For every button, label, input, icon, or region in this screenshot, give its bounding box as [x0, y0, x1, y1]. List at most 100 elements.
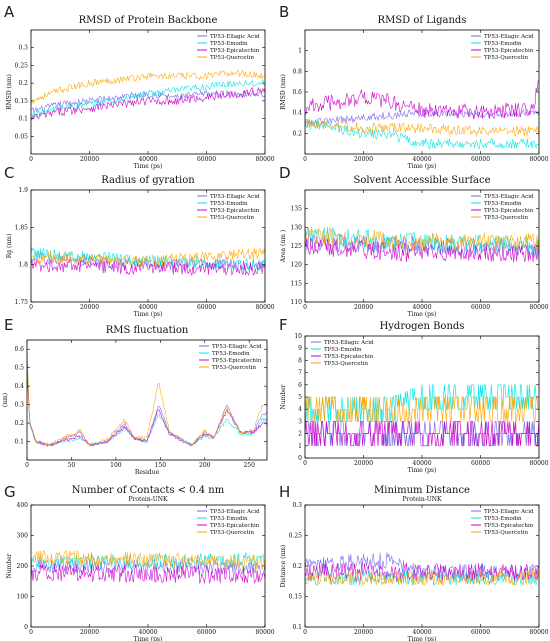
x-tick-label: 20000	[354, 460, 373, 467]
chart-subtitle: Protein-UNK	[402, 496, 442, 503]
legend-label: TP53-Epicatechin	[484, 523, 534, 529]
x-tick-label: 80000	[529, 629, 548, 636]
y-tick-label: 130	[291, 224, 303, 231]
y-tick-label: 0.05	[15, 133, 29, 140]
series-line-tp-epicatechin	[305, 237, 539, 263]
plot-frame	[26, 339, 268, 461]
x-tick-label: 100	[110, 462, 122, 469]
x-tick-label: 40000	[138, 629, 157, 636]
x-axis-label: Time (ps)	[408, 311, 437, 318]
series-line-tp-quercetin	[305, 226, 539, 252]
series-line-tp-ellagic-acid	[305, 108, 539, 127]
x-tick-label: 0	[303, 460, 307, 467]
legend-label: TP53-Ellagic Acid	[324, 340, 374, 346]
series-line-tp-epicatechin	[31, 563, 265, 584]
series-group	[31, 246, 265, 277]
y-tick-label: 120	[291, 262, 303, 269]
y-tick-label: 1.8	[18, 262, 28, 269]
x-tick-label: 80000	[255, 304, 274, 311]
legend-label: TP53-Emodin	[484, 201, 522, 207]
legend-label: TP53-Emodin	[210, 516, 248, 522]
legend-label: TP53-Ellagic Acid	[484, 34, 534, 40]
legend: TP53-Ellagic AcidTP53-EmodinTP53-Epicate…	[197, 509, 260, 536]
chart-title: Hydrogen Bonds	[380, 321, 465, 332]
series-line-tp-emodin	[305, 119, 539, 150]
x-tick-label: 0	[29, 156, 33, 163]
legend-label: TP53-Epicatechin	[210, 48, 260, 54]
y-tick-label: 0.1	[292, 624, 302, 631]
series-line-tp-emodin	[31, 552, 265, 571]
legend-label: TP53-Emodin	[324, 347, 362, 353]
y-tick-label: 8	[298, 357, 302, 364]
legend-label: TP53-Ellagic Acid	[484, 194, 534, 200]
legend-label: TP53-Epicatechin	[484, 208, 534, 214]
y-tick-label: 115	[291, 280, 303, 287]
y-tick-label: 400	[17, 502, 29, 509]
y-tick-label: 125	[291, 243, 303, 250]
y-tick-label: 0	[24, 624, 28, 631]
y-tick-label: 5	[298, 394, 302, 401]
y-tick-label: 0.1	[18, 116, 28, 123]
legend-label: TP53-Ellagic Acid	[484, 509, 534, 515]
y-tick-label: 0.6	[292, 89, 302, 96]
x-tick-label: 50	[68, 462, 76, 469]
x-tick-label: 0	[303, 156, 307, 163]
y-tick-label: 0.2	[292, 130, 302, 137]
chart-title: RMSD of Protein Backbone	[79, 15, 218, 26]
y-axis-label: RMSD (nm)	[6, 74, 13, 110]
y-tick-label: 3	[298, 418, 302, 425]
panel-E: E RMS fluctuation 0 50 100 150 200 250 0.1 0.2 0.3…	[2, 316, 268, 476]
x-tick-label: 60000	[471, 304, 490, 311]
x-tick-label: 40000	[138, 156, 157, 163]
series-line-tp-quercetin	[305, 396, 539, 422]
x-tick-label: 20000	[80, 304, 99, 311]
chart-title: Minimum Distance	[374, 485, 470, 496]
legend-label: TP53-Quercetin	[210, 530, 254, 536]
legend-label: TP53-Quercetin	[484, 55, 528, 61]
series-line-tp-ellagic-acid	[305, 232, 539, 258]
x-tick-label: 40000	[138, 304, 157, 311]
panel-letter: F	[279, 316, 288, 334]
series-group	[305, 226, 539, 263]
legend-label: TP53-Emodin	[212, 351, 250, 357]
panel-letter: H	[279, 483, 290, 501]
legend-label: TP53-Ellagic Acid	[212, 344, 262, 350]
panel-D: D Solvent Accessible Surface 0 20000 40000 60…	[279, 164, 549, 318]
chart-title: RMS fluctuation	[106, 325, 189, 336]
panel-F: F Hydrogen Bonds 0 20000 40000 60000 80000 0 1 2 3…	[279, 316, 549, 474]
x-tick-label: 40000	[412, 304, 431, 311]
x-tick-label: 20000	[80, 629, 99, 636]
x-tick-label: 0	[303, 629, 307, 636]
series-group	[31, 69, 265, 121]
legend-label: TP53-Epicatechin	[210, 208, 260, 214]
legend-label: TP53-Quercetin	[324, 361, 368, 367]
chart-subtitle: Protein-UNK	[128, 496, 168, 503]
legend-label: TP53-Epicatechin	[212, 358, 262, 364]
series-line-tp-epicatechin	[305, 80, 539, 121]
series-group	[31, 549, 265, 584]
y-axis-label: RMSD (nm)	[280, 74, 287, 110]
y-tick-label: 0.3	[14, 402, 24, 409]
series-line-tp-emodin	[31, 78, 265, 119]
panel-B: B RMSD of Ligands 0 20000 40000 60000 80000 0.2…	[279, 3, 549, 170]
legend: TP53-Ellagic AcidTP53-EmodinTP53-Epicate…	[471, 509, 534, 536]
series-line-tp-emodin	[305, 384, 539, 422]
series-line-tp-quercetin	[305, 118, 539, 137]
x-tick-label: 40000	[412, 460, 431, 467]
y-tick-label: 4	[298, 406, 302, 413]
x-tick-label: 150	[155, 462, 167, 469]
x-tick-label: 20000	[80, 156, 99, 163]
legend: TP53-Ellagic AcidTP53-EmodinTP53-Epicate…	[197, 194, 260, 221]
x-axis-label: Time (ps)	[408, 636, 437, 641]
y-tick-label: 200	[17, 563, 29, 570]
series-line-tp-quercetin	[305, 569, 539, 587]
x-tick-label: 200	[199, 462, 211, 469]
x-axis-label: Time (ps)	[408, 467, 437, 474]
panel-C: C Radius of gyration 0 20000 40000 60000 80000…	[4, 164, 275, 318]
series-line-tp-ellagic-acid	[27, 359, 267, 447]
y-tick-label: 0.2	[292, 563, 302, 570]
panel-letter: B	[279, 3, 289, 21]
x-tick-label: 80000	[529, 156, 548, 163]
legend: TP53-Ellagic AcidTP53-EmodinTP53-Epicate…	[197, 34, 260, 61]
